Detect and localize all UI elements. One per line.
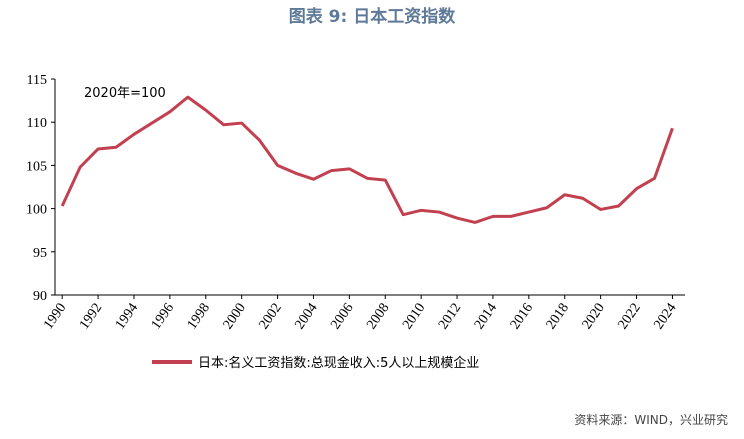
y-tick-label: 110 xyxy=(27,116,47,131)
legend-label: 日本:名义工资指数:总现金收入:5人以上规模企业 xyxy=(198,355,479,371)
x-tick-label: 2006 xyxy=(328,301,356,333)
x-tick-label: 2020 xyxy=(580,301,608,333)
x-tick-label: 2018 xyxy=(544,301,572,333)
x-tick-label: 2016 xyxy=(508,301,536,333)
x-tick-label: 2002 xyxy=(256,301,284,333)
x-tick-label: 2010 xyxy=(400,301,428,333)
x-tick-label: 2014 xyxy=(472,301,500,333)
x-tick-label: 2004 xyxy=(292,301,320,333)
x-tick-label: 2022 xyxy=(615,301,643,333)
x-tick-label: 1994 xyxy=(113,301,141,333)
y-tick-label: 95 xyxy=(33,246,47,261)
y-tick-label: 100 xyxy=(26,203,47,218)
x-tick-label: 2024 xyxy=(651,301,679,333)
x-tick-label: 1990 xyxy=(41,301,69,333)
y-tick-label: 90 xyxy=(33,289,47,304)
x-tick-label: 1998 xyxy=(185,301,213,333)
y-tick-label: 105 xyxy=(26,159,47,174)
chart-title: 图表 9: 日本工资指数 xyxy=(289,6,456,27)
y-tick-label: 115 xyxy=(27,73,47,88)
x-tick-label: 1992 xyxy=(77,301,105,333)
source: 资料来源：WIND，兴业研究 xyxy=(574,412,728,427)
series-line xyxy=(60,95,674,224)
x-tick-label: 1996 xyxy=(149,301,177,333)
x-tick-label: 2000 xyxy=(221,301,249,333)
annotation: 2020年=100 xyxy=(84,86,166,101)
x-tick-label: 2008 xyxy=(364,301,392,333)
x-tick-label: 2012 xyxy=(436,301,464,333)
